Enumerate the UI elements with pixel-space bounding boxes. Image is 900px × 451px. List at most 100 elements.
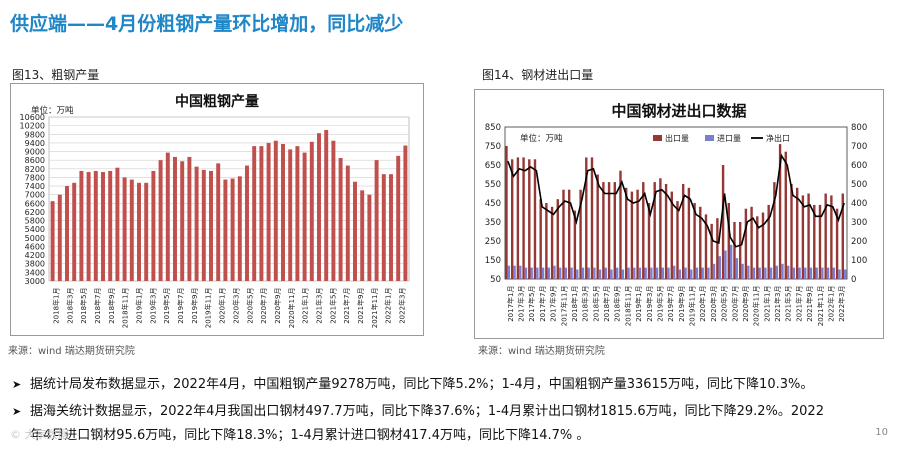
export-bar	[664, 184, 668, 279]
y-right-tick-label: 100	[851, 256, 867, 266]
y-tick-label: 9400	[25, 139, 45, 148]
x-tick-label: 2020年7月	[730, 286, 739, 322]
x-tick-label: 2018年11月	[623, 286, 632, 327]
y-tick-label: 5000	[25, 234, 45, 243]
y-right-tick-label: 400	[851, 199, 867, 209]
bar	[86, 172, 91, 281]
bar	[50, 201, 55, 281]
y-tick-label: 9800	[25, 130, 45, 139]
export-bar	[642, 182, 645, 279]
y-tick-label: 4200	[25, 251, 45, 260]
crude-steel-chart: 3000340038004200460050005400580062006600…	[20, 93, 410, 329]
export-bar	[647, 203, 651, 279]
bar	[165, 152, 170, 281]
export-bar	[744, 208, 748, 279]
export-bar	[738, 222, 742, 279]
bar	[230, 178, 235, 281]
bar	[151, 170, 156, 281]
bar	[273, 140, 278, 281]
x-tick-label: 2020年5月	[245, 288, 254, 324]
export-bar	[505, 146, 508, 279]
bar	[237, 176, 242, 281]
import-bar	[809, 267, 813, 279]
y-tick-label: 3800	[25, 260, 45, 269]
export-bar	[830, 195, 833, 279]
x-tick-label: 2021年3月	[315, 288, 324, 324]
x-tick-label: 2019年9月	[190, 288, 199, 324]
import-bar	[530, 267, 533, 279]
y-right-tick-label: 800	[851, 123, 867, 133]
x-tick-label: 2021年11月	[816, 286, 825, 327]
y-tick-label: 10200	[20, 122, 45, 131]
import-bar	[667, 267, 670, 279]
bar	[266, 142, 271, 281]
export-bar	[813, 204, 816, 279]
import-bar	[843, 269, 847, 279]
y-left-tick-label: 250	[485, 237, 501, 247]
import-bar	[655, 267, 659, 279]
bar	[389, 174, 393, 281]
x-tick-label: 2021年7月	[794, 286, 803, 322]
export-bar	[590, 157, 594, 279]
export-bar	[636, 189, 639, 279]
export-bar	[562, 189, 565, 279]
bar	[295, 146, 300, 281]
y-tick-label: 10600	[20, 113, 45, 122]
bullet-text: 据统计局发布数据显示，2022年4月，中国粗钢产量9278万吨，同比下降5.2%…	[30, 377, 814, 392]
export-bar	[756, 216, 759, 279]
bar	[93, 170, 98, 281]
bullet-text: 年4月进口钢材95.6万吨，同比下降18.3%；1-4月累计进口钢材417.4万…	[30, 428, 590, 443]
import-bar	[786, 265, 790, 279]
export-bar	[693, 203, 696, 279]
bar	[223, 179, 228, 281]
bar	[324, 129, 329, 281]
x-tick-label: 2022年3月	[398, 288, 407, 324]
x-tick-label: 2019年3月	[645, 286, 654, 322]
x-tick-label: 2017年3月	[517, 286, 526, 322]
export-bar	[824, 193, 827, 279]
fig13-source: 来源：wind 瑞达期货研究院	[8, 346, 135, 357]
export-bar	[773, 182, 776, 279]
bar	[259, 146, 264, 281]
bar	[180, 161, 185, 281]
import-bar	[792, 267, 796, 279]
x-tick-label: 2018年11月	[121, 288, 130, 329]
arrow-bullet-icon: ➤	[12, 405, 22, 418]
unit-label: 单位：万吨	[31, 105, 74, 116]
import-bar	[832, 267, 835, 279]
plot-area	[504, 126, 848, 280]
import-bar	[553, 265, 556, 279]
import-bar	[769, 267, 773, 279]
export-bar	[767, 204, 770, 279]
y-tick-label: 7000	[25, 191, 45, 200]
import-bar	[838, 269, 841, 279]
export-bar	[545, 203, 548, 279]
import-bar	[650, 267, 653, 279]
import-bar	[678, 269, 682, 279]
export-bar	[801, 195, 805, 279]
import-bar	[735, 258, 739, 279]
import-bar	[547, 267, 550, 279]
chart-title: 中国钢材进出口数据	[611, 102, 746, 120]
bar	[367, 194, 372, 281]
import-bar	[690, 269, 693, 279]
x-tick-label: 2018年3月	[65, 288, 74, 324]
export-bar	[681, 184, 685, 279]
x-tick-label: 2020年1月	[698, 286, 707, 322]
export-bar	[528, 159, 531, 279]
fig14-caption: 图14、钢材进出口量	[482, 68, 594, 82]
y-left-tick-label: 750	[485, 142, 501, 152]
import-bar	[758, 267, 761, 279]
import-bar	[804, 267, 807, 279]
import-bar	[541, 267, 545, 279]
export-bar	[567, 189, 571, 279]
export-bar	[807, 193, 810, 279]
y-left-tick-label: 150	[485, 256, 501, 266]
x-tick-label: 2021年11月	[370, 288, 379, 329]
y-left-tick-label: 650	[485, 161, 501, 171]
x-tick-label: 2021年9月	[805, 286, 814, 322]
bar	[338, 158, 343, 281]
x-tick-label: 2018年3月	[581, 286, 590, 322]
x-tick-label: 2021年9月	[356, 288, 365, 324]
y-left-tick-label: 550	[485, 180, 501, 190]
